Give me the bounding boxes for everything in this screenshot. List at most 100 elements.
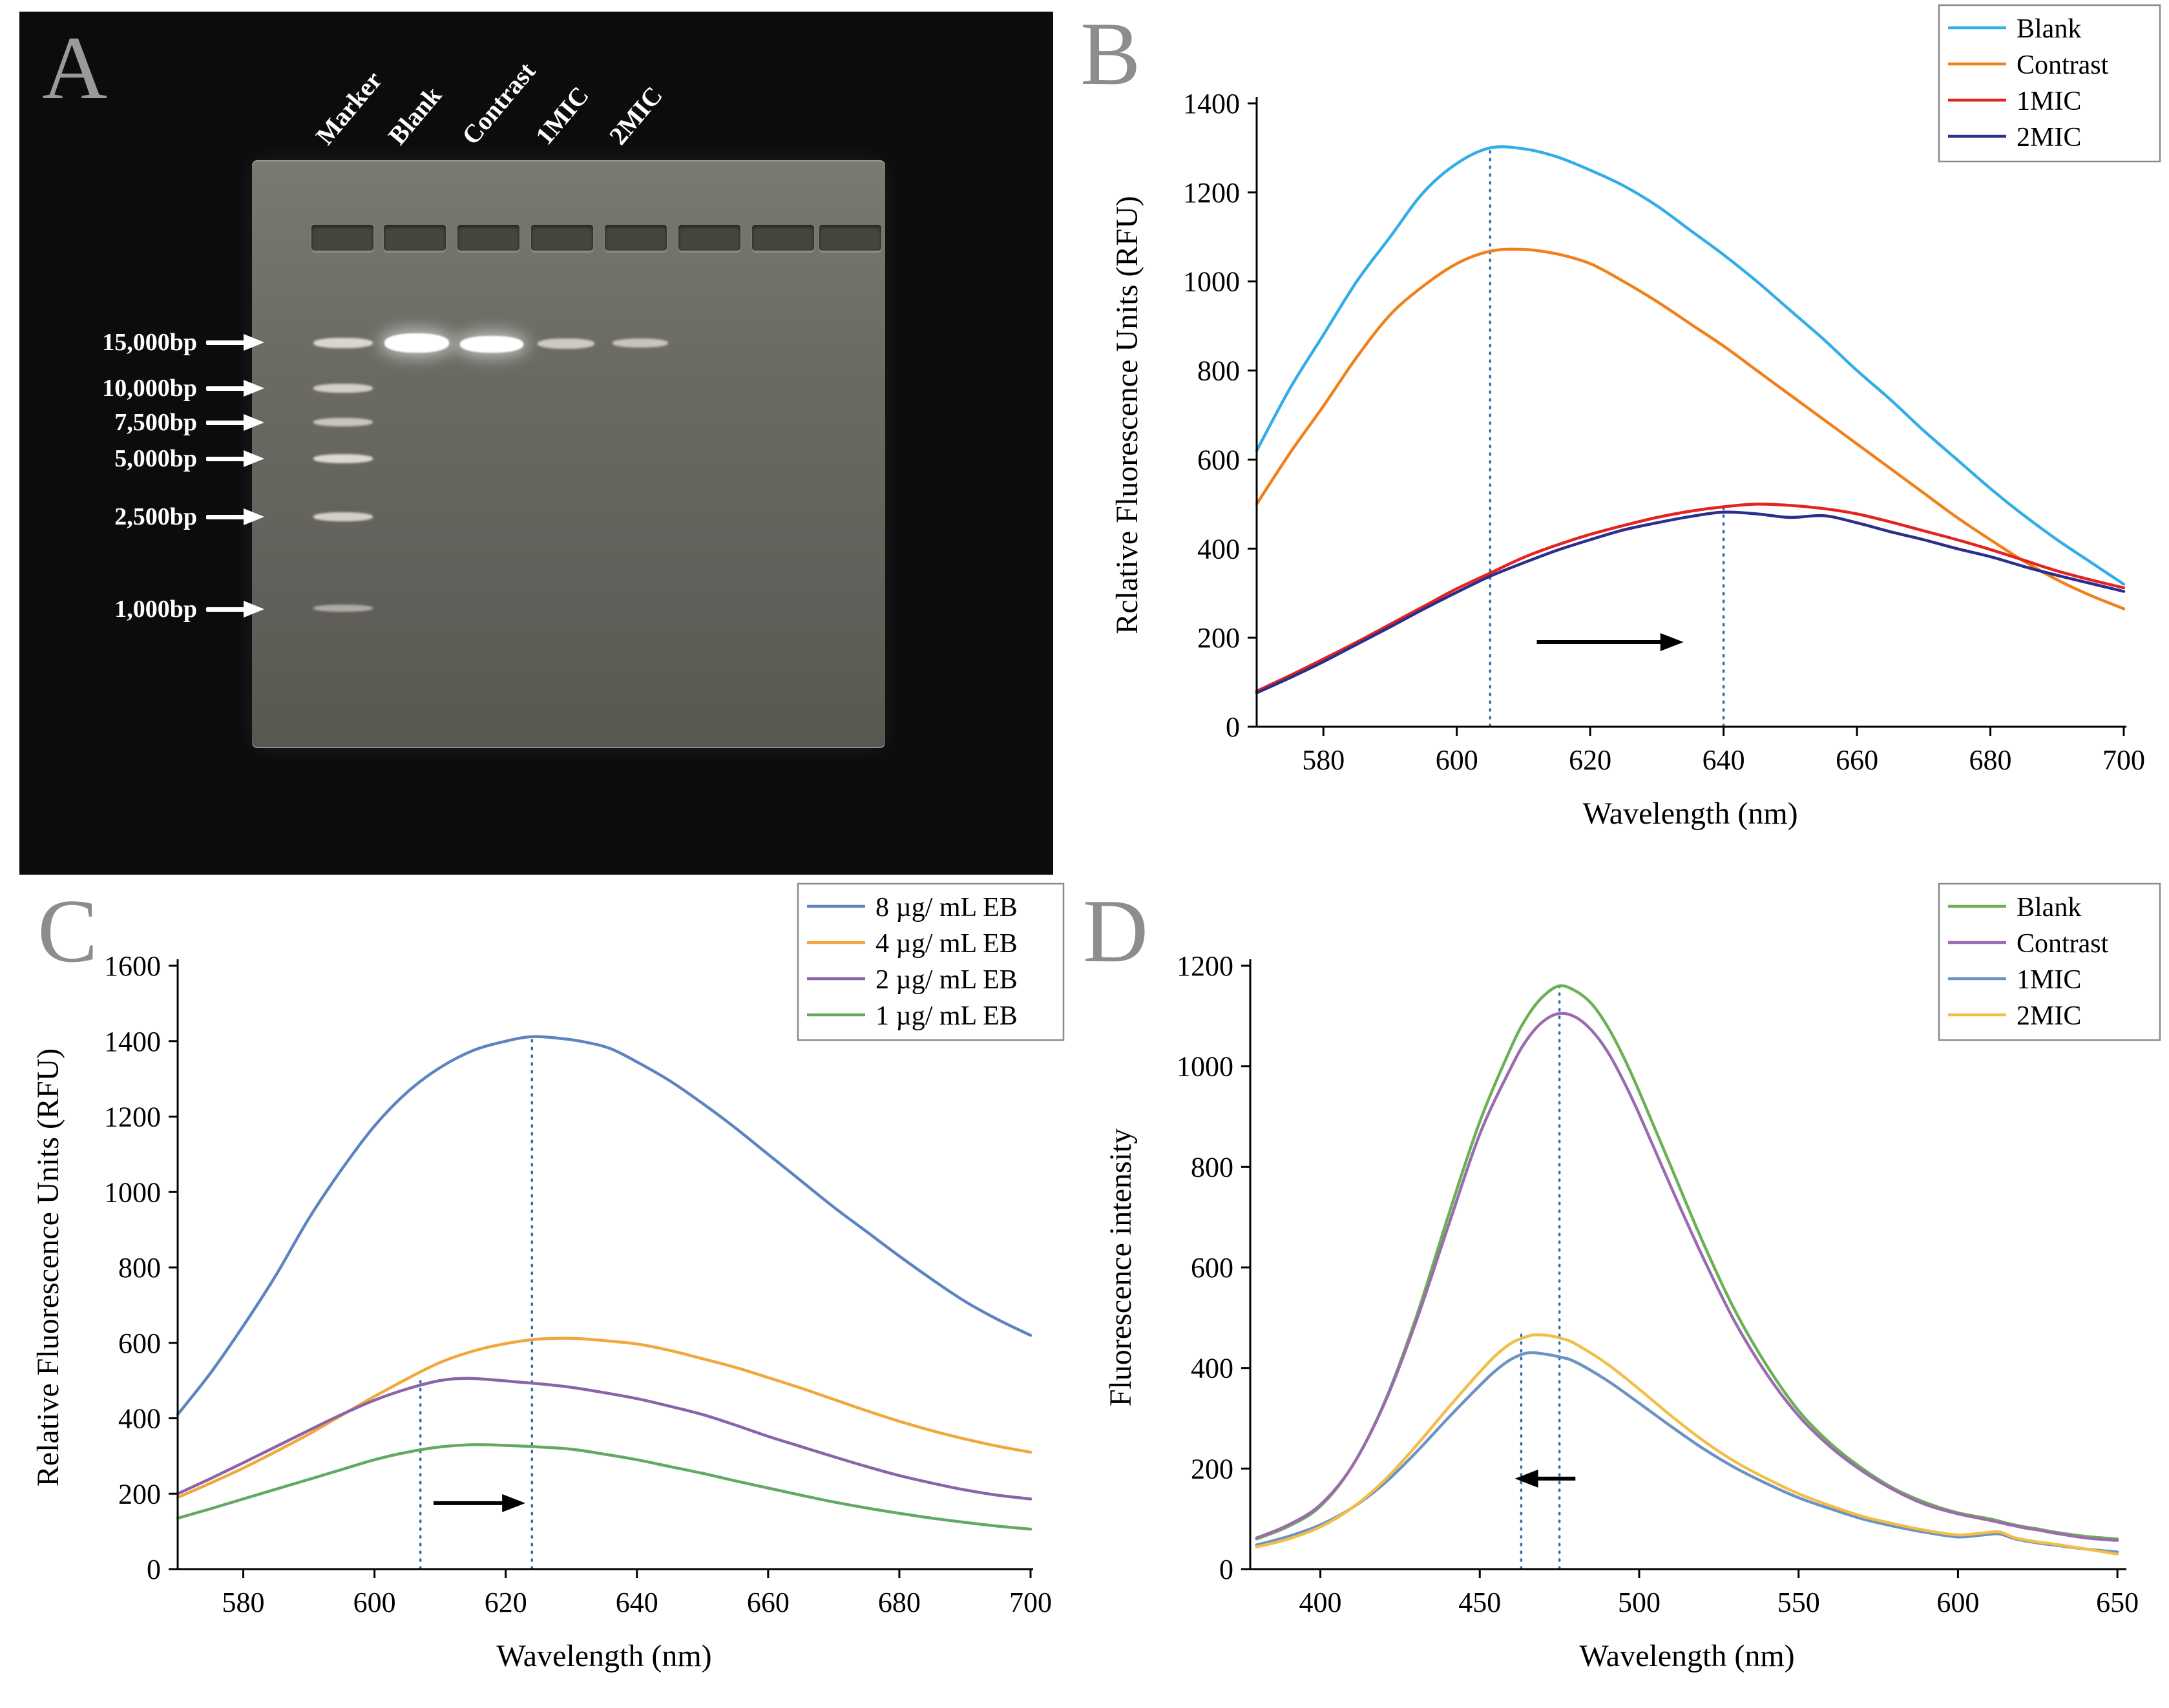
svg-text:700: 700 (1009, 1587, 1052, 1618)
series-lines (1255, 145, 2126, 694)
gel-band-2mic (613, 338, 668, 348)
svg-text:0: 0 (1219, 1554, 1233, 1585)
svg-text:1000: 1000 (1177, 1051, 1233, 1083)
right-arrow-icon (206, 450, 268, 467)
svg-text:600: 600 (353, 1587, 396, 1618)
svg-text:680: 680 (878, 1587, 921, 1618)
right-arrow-icon (206, 380, 268, 397)
svg-text:Wavelength (nm): Wavelength (nm) (496, 1639, 711, 1673)
svg-text:800: 800 (1197, 355, 1240, 387)
svg-text:800: 800 (118, 1252, 161, 1284)
gel-well (752, 225, 814, 251)
svg-text:1200: 1200 (104, 1101, 161, 1133)
svg-text:680: 680 (1969, 744, 2012, 776)
svg-text:0: 0 (147, 1554, 161, 1585)
chart-svg-C: 580 600 620 640 660 680 700 0 200 400 600 800 1000 12… (31, 882, 1065, 1673)
gel-well (531, 225, 593, 251)
panel-a-gel-image: A 15,000bp 10,000bp 7,500bp (19, 12, 1053, 875)
svg-text:1600: 1600 (104, 950, 161, 982)
svg-text:200: 200 (1197, 622, 1240, 654)
series-2MIC (1255, 1333, 2119, 1556)
svg-text:Blank: Blank (2017, 893, 2081, 922)
svg-text:1MIC: 1MIC (2017, 87, 2081, 116)
svg-text:Relative Fluorescence Units (R: Relative Fluorescence Units (RFU) (31, 1048, 65, 1487)
series-lines (176, 1035, 1032, 1531)
right-arrow-icon (206, 334, 268, 351)
svg-text:0: 0 (1226, 711, 1240, 743)
tick-labels: 580 600 620 640 660 680 700 0 200 400 600 800 1000 12… (31, 950, 1052, 1673)
svg-text:1400: 1400 (1183, 88, 1240, 120)
gel-slab (252, 160, 885, 748)
tick-labels: 580 600 620 640 660 680 700 0 200 400 600 800 1000 12… (1110, 88, 2145, 831)
gel-well (678, 225, 740, 251)
lane-label-2mic: 2MIC (603, 81, 668, 151)
svg-text:2 µg/ mL EB: 2 µg/ mL EB (875, 965, 1018, 995)
svg-text:400: 400 (1197, 533, 1240, 565)
lane-label-1mic: 1MIC (529, 81, 594, 151)
svg-text:4 µg/ mL EB: 4 µg/ mL EB (875, 929, 1018, 959)
right-arrow-icon (206, 601, 268, 618)
axes (1248, 97, 2126, 736)
svg-text:600: 600 (1191, 1252, 1233, 1284)
lane-label-contrast: Contrast (456, 56, 541, 151)
series-Blank (1255, 984, 2119, 1541)
marker-size-label: 10,000bp (102, 375, 197, 402)
svg-text:Rclative Fluorescence Units (R: Rclative Fluorescence Units (RFU) (1110, 196, 1144, 634)
gel-marker-band (313, 418, 373, 426)
lane-labels: Marker Blank Contrast 1MIC 2MIC (252, 12, 898, 160)
svg-text:620: 620 (485, 1587, 527, 1618)
panel-letter-b: B (1080, 4, 1141, 104)
tick-labels: 400 450 500 550 600 650 0 200 400 600 800 1000 1200 W… (1104, 950, 2139, 1673)
gel-marker-band (313, 512, 373, 521)
chart-svg-B: 580 600 620 640 660 680 700 0 200 400 600 800 1000 12… (1110, 4, 2161, 831)
svg-text:200: 200 (1191, 1453, 1233, 1484)
series-4 µg/ mL EB (176, 1337, 1032, 1499)
gel-band-contrast (460, 336, 523, 353)
panel-letter-d: D (1083, 881, 1149, 981)
svg-text:1200: 1200 (1177, 950, 1233, 982)
gel-marker-row: 15,000bp (45, 328, 268, 357)
gel-well (605, 225, 667, 251)
guide-lines (1520, 984, 1561, 1570)
svg-text:580: 580 (222, 1587, 265, 1618)
svg-text:600: 600 (1936, 1587, 1979, 1618)
svg-text:Contrast: Contrast (2017, 929, 2109, 959)
legend: Blank Contrast 1MIC 2MIC (1938, 4, 2161, 163)
guide-lines (419, 1035, 534, 1570)
gel-marker-row: 7,500bp (45, 408, 268, 437)
svg-text:660: 660 (747, 1587, 790, 1618)
series-1 µg/ mL EB (176, 1443, 1032, 1531)
svg-text:200: 200 (118, 1478, 161, 1510)
gel-marker-row: 1,000bp (45, 595, 268, 623)
right-arrow-icon (206, 414, 268, 431)
series-Contrast (1255, 1012, 2119, 1542)
gel-marker-band (313, 605, 373, 612)
marker-size-label: 1,000bp (114, 596, 197, 623)
svg-text:700: 700 (2102, 744, 2145, 776)
series-2MIC (1255, 510, 2126, 694)
svg-text:1MIC: 1MIC (2017, 965, 2081, 995)
panel-letter-c: C (37, 881, 98, 981)
series-Contrast (1255, 247, 2126, 610)
marker-size-label: 15,000bp (102, 329, 197, 356)
svg-text:620: 620 (1569, 744, 1611, 776)
svg-text:580: 580 (1302, 744, 1345, 776)
svg-text:400: 400 (1191, 1353, 1233, 1384)
panel-d-chart: 400 450 500 550 600 650 0 200 400 600 800 1000 1200 W… (1073, 879, 2169, 1708)
svg-text:1200: 1200 (1183, 177, 1240, 209)
svg-text:1000: 1000 (1183, 266, 1240, 298)
series-lines (1255, 984, 2119, 1556)
svg-text:1 µg/ mL EB: 1 µg/ mL EB (875, 1001, 1018, 1031)
svg-text:650: 650 (2096, 1587, 2139, 1618)
gel-marker-band (313, 454, 373, 463)
svg-text:640: 640 (1703, 744, 1745, 776)
svg-text:600: 600 (1197, 444, 1240, 475)
svg-text:660: 660 (1836, 744, 1878, 776)
svg-text:550: 550 (1777, 1587, 1820, 1618)
gel-well (311, 225, 373, 251)
svg-text:500: 500 (1618, 1587, 1661, 1618)
svg-text:Fluorescence intensity: Fluorescence intensity (1104, 1129, 1138, 1407)
svg-text:Wavelength (nm): Wavelength (nm) (1579, 1639, 1794, 1673)
marker-size-label: 5,000bp (114, 445, 197, 472)
svg-text:8 µg/ mL EB: 8 µg/ mL EB (875, 893, 1018, 922)
